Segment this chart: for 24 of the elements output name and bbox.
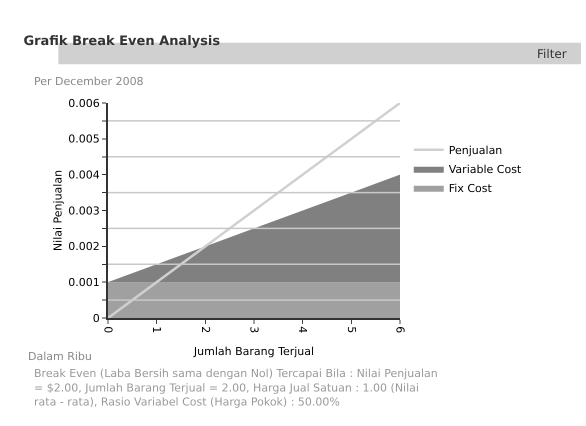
y-tick-label: 0.003 xyxy=(68,204,100,218)
y-tick-label: 0.005 xyxy=(68,132,100,146)
x-tick-label: 0 xyxy=(101,326,114,334)
y-tick-label: 0.006 xyxy=(68,96,100,110)
y-tick-label: 0.002 xyxy=(68,240,100,254)
x-tick-label: 2 xyxy=(198,326,212,334)
x-axis-title: Jumlah Barang Terjual xyxy=(192,344,314,358)
legend-label: Penjualan xyxy=(448,144,502,158)
text: Break Even (Laba Bersih sama dengan Nol) Tercapai Bila : Nilai Penjualan = $2.00, Jumlah Barang Terjual = 2.00, Harga Jual Satuan : 1.00 (Nilai rata - rata), Rasio Variabel Cost (Harga Pokok) : 50.00% xyxy=(34,367,438,409)
x-tick-label: 4 xyxy=(296,326,310,334)
x-tick-label: 1 xyxy=(150,326,164,334)
chart-title: Grafik Break Even Analysis xyxy=(23,34,220,50)
legend-label: Fix Cost xyxy=(448,182,492,196)
text: Dalam Ribu xyxy=(28,350,92,363)
x-tick-label: 6 xyxy=(393,326,406,334)
y-tick-label: 0.001 xyxy=(68,276,100,290)
y-axis-title: Nilai Penjualan xyxy=(51,170,64,252)
x-tick-label: 5 xyxy=(344,326,358,334)
x-tick-label: 3 xyxy=(247,326,260,334)
text: Filter xyxy=(537,47,567,61)
y-tick-label: 0.004 xyxy=(68,168,100,182)
legend-label: Variable Cost xyxy=(448,163,522,176)
y-tick-label: 0 xyxy=(92,312,100,325)
chart-subtitle: Per December 2008 xyxy=(34,75,144,88)
